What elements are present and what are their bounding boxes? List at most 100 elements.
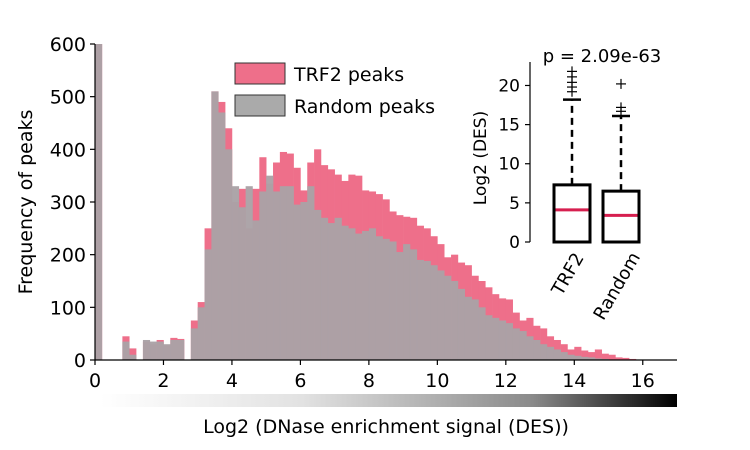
bar-random bbox=[245, 186, 253, 360]
bar-random bbox=[587, 357, 596, 360]
bar-random bbox=[259, 191, 267, 360]
bar-random bbox=[464, 296, 472, 360]
bar-random bbox=[341, 225, 349, 360]
bar-random bbox=[142, 339, 151, 360]
bar-random bbox=[505, 323, 513, 360]
inset-y-axis-label: Log2 (DES) bbox=[471, 111, 491, 205]
bar-random bbox=[204, 249, 212, 360]
bar-random bbox=[581, 356, 589, 360]
inset-boxes bbox=[552, 66, 641, 244]
bar-random bbox=[416, 259, 424, 360]
bar-random bbox=[382, 238, 390, 360]
x-tick-label: 16 bbox=[631, 370, 655, 392]
x-tick-label: 12 bbox=[494, 370, 518, 392]
bar-random bbox=[273, 191, 281, 360]
bar-random bbox=[594, 358, 602, 360]
bar-random bbox=[334, 217, 342, 360]
bar-random bbox=[177, 339, 185, 360]
x-tick-label: 14 bbox=[562, 370, 586, 392]
x-ticks: 0 2 4 6 8 10 12 14 16 bbox=[89, 360, 655, 392]
bar-random bbox=[231, 186, 240, 360]
inset-category-trf2: TRF2 bbox=[547, 249, 588, 300]
bar-random bbox=[163, 344, 171, 360]
bar-random bbox=[266, 175, 274, 360]
bar-random bbox=[300, 202, 308, 360]
bar-random bbox=[492, 317, 500, 360]
x-tick-label: 4 bbox=[226, 370, 238, 392]
inset-y-tick-label: 0 bbox=[509, 233, 520, 253]
bar-trf2 bbox=[574, 346, 582, 360]
bar-trf2 bbox=[622, 357, 630, 360]
bar-random bbox=[498, 320, 507, 360]
bar-random bbox=[437, 270, 445, 360]
bar-random bbox=[519, 331, 527, 360]
bar-random bbox=[512, 328, 520, 360]
bar-random bbox=[567, 354, 575, 360]
x-axis-label: Log2 (DNase enrichment signal (DES)) bbox=[203, 416, 569, 438]
legend-label-trf2: TRF2 peaks bbox=[293, 64, 404, 86]
bar-random bbox=[355, 233, 363, 360]
bar-random bbox=[430, 265, 438, 360]
bar-random bbox=[327, 223, 335, 360]
y-tick-label: 100 bbox=[50, 297, 86, 319]
bar-random bbox=[560, 352, 568, 360]
y-tick-label: 400 bbox=[50, 139, 86, 161]
bar-random bbox=[423, 260, 431, 360]
bar-random bbox=[279, 186, 288, 360]
bar-random bbox=[403, 244, 411, 360]
bar-random bbox=[307, 186, 315, 360]
bar-trf2 bbox=[601, 353, 609, 360]
inset-y-tick-label: 20 bbox=[498, 76, 520, 96]
bar-random bbox=[190, 328, 199, 360]
x-tick-label: 2 bbox=[157, 370, 169, 392]
box-body bbox=[601, 189, 641, 244]
bar-random bbox=[396, 252, 404, 360]
box-body bbox=[552, 183, 592, 244]
bar-random bbox=[375, 236, 383, 360]
y-tick-label: 500 bbox=[50, 87, 86, 109]
bar-random bbox=[122, 341, 130, 360]
bar-random bbox=[533, 339, 541, 360]
bar-random bbox=[451, 281, 459, 360]
bar-random bbox=[444, 275, 452, 360]
y-tick-label: 200 bbox=[50, 245, 86, 267]
bar-trf2 bbox=[129, 348, 137, 360]
bar-random bbox=[485, 315, 493, 360]
bar-random bbox=[129, 354, 137, 360]
bar-random bbox=[526, 336, 534, 360]
y-tick-label: 0 bbox=[74, 350, 86, 372]
bar-random bbox=[553, 349, 561, 360]
bar-trf2 bbox=[615, 357, 623, 360]
legend-swatch-random bbox=[234, 94, 286, 117]
bar-random bbox=[170, 339, 178, 360]
x-tick-label: 0 bbox=[89, 370, 101, 392]
bar-random bbox=[211, 91, 219, 361]
bar-random bbox=[546, 346, 555, 360]
x-tick-label: 6 bbox=[294, 370, 306, 392]
inset-category-random: Random bbox=[590, 249, 645, 324]
bar-random bbox=[293, 204, 301, 360]
des-gradient-bar bbox=[100, 394, 677, 407]
x-tick-label: 8 bbox=[363, 370, 375, 392]
bar-trf2 bbox=[581, 350, 589, 360]
inset-y-tick-label: 5 bbox=[509, 194, 520, 214]
inset-boxplot: 0 5 10 15 20 p = 2.09e-63 Log2 (DES) TRF2 Ra… bbox=[471, 46, 675, 324]
random-bars bbox=[95, 44, 616, 361]
bar-random bbox=[574, 355, 582, 360]
inset-y-tick-label: 10 bbox=[498, 155, 520, 175]
bar-random bbox=[149, 341, 157, 360]
y-axis-label: Frequency of peaks bbox=[15, 110, 37, 295]
bar-random bbox=[362, 230, 370, 360]
y-tick-label: 300 bbox=[50, 192, 86, 214]
bar-random bbox=[314, 209, 322, 360]
bar-random bbox=[225, 149, 233, 360]
bar-random bbox=[95, 44, 103, 360]
legend: TRF2 peaks Random peaks bbox=[234, 62, 435, 118]
bar-random bbox=[156, 341, 164, 360]
bar-random bbox=[252, 220, 260, 360]
bar-trf2 bbox=[587, 352, 596, 360]
bar-random bbox=[238, 207, 246, 360]
